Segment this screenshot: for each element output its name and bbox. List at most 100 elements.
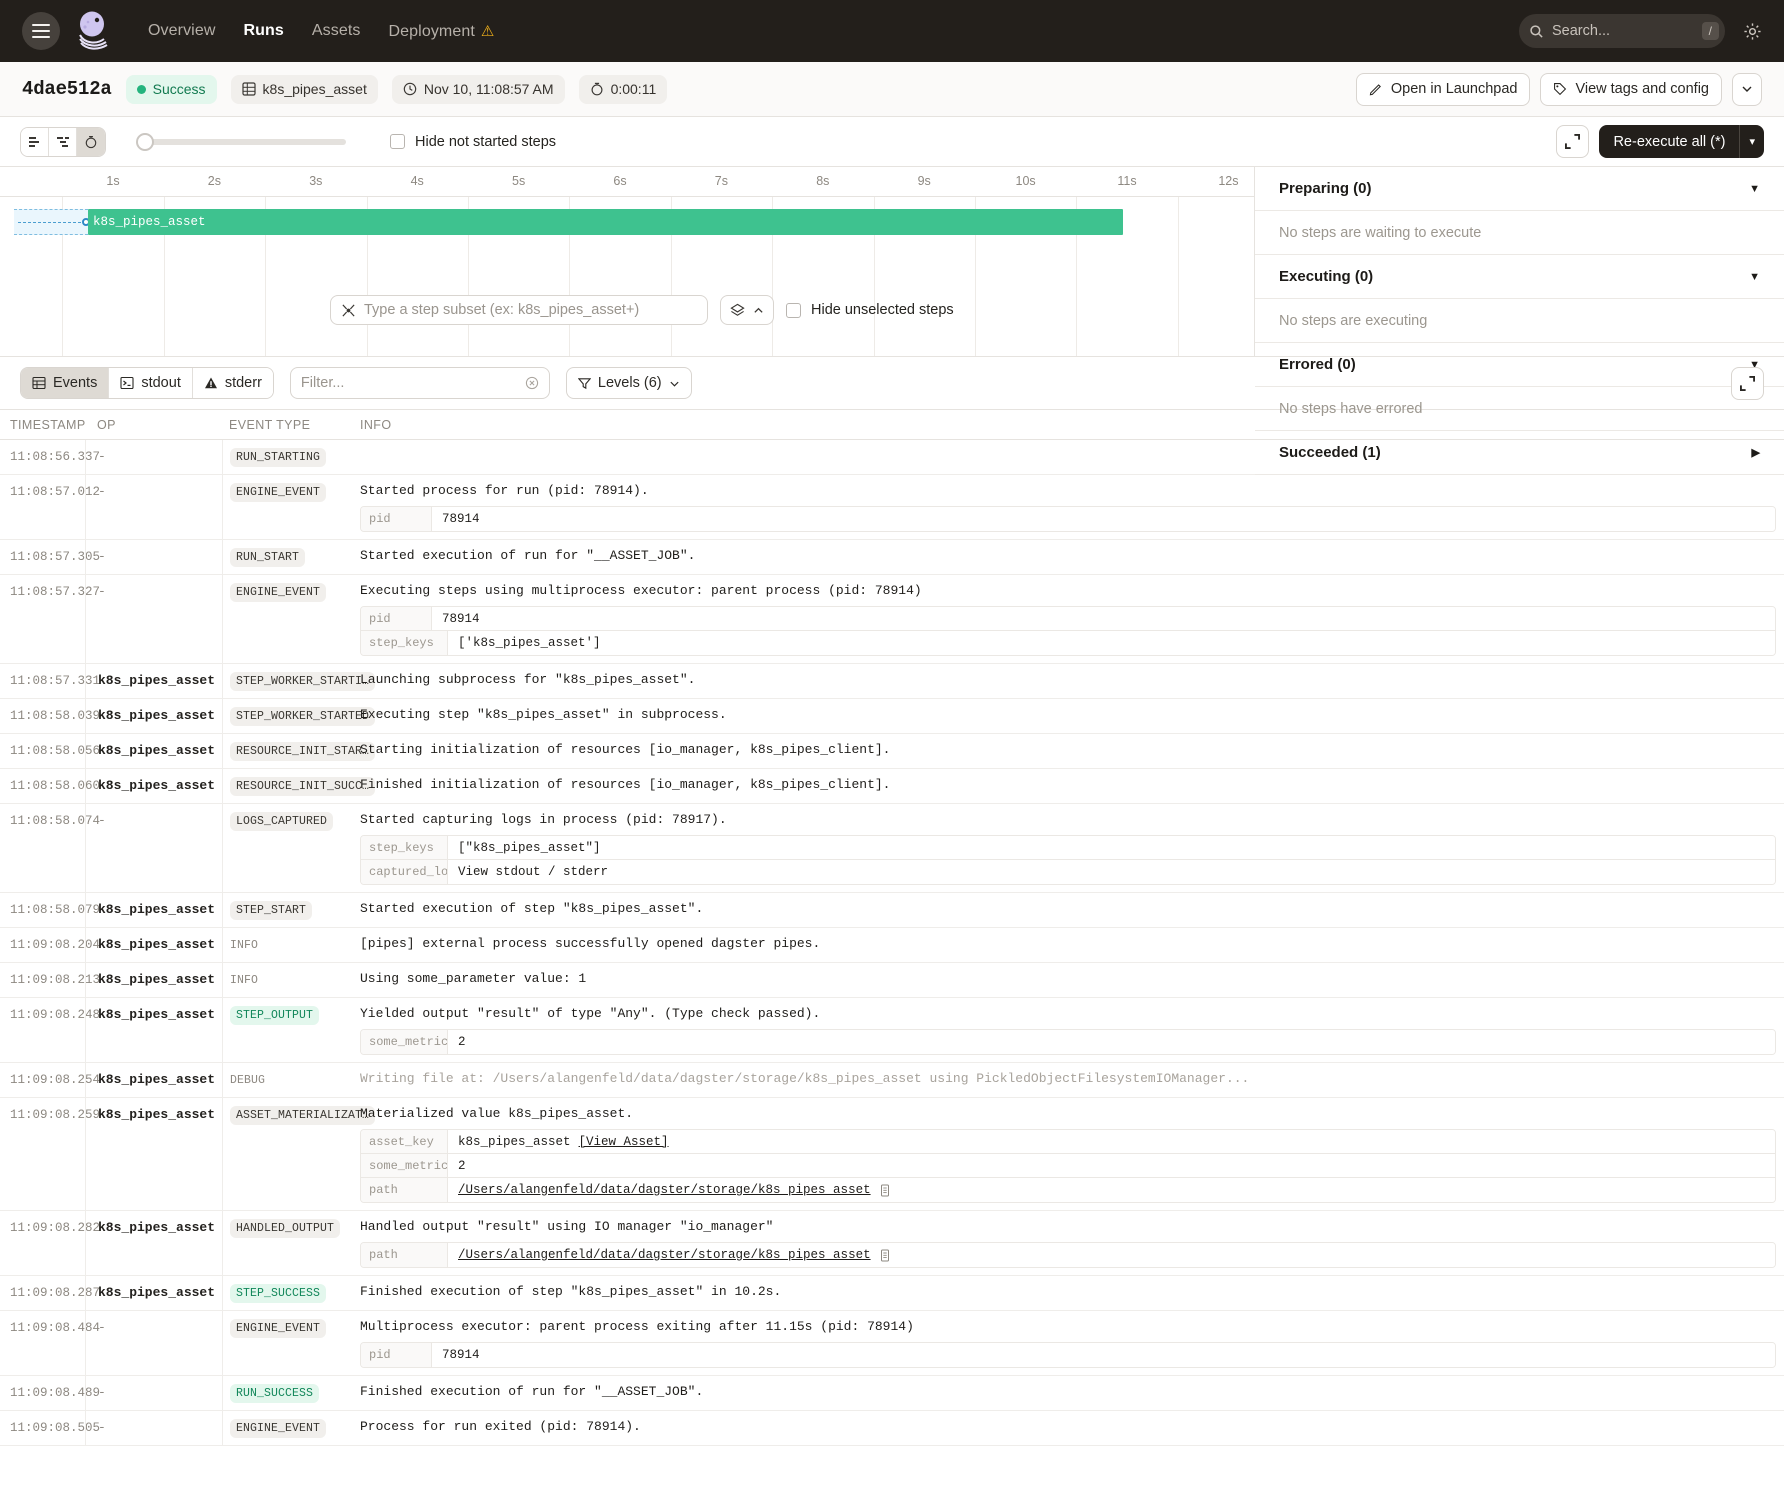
log-table-row[interactable]: 11:08:58.039 k8s_pipes_asset STEP_WORKER_S… [0, 699, 1784, 734]
log-row-info-text: Finished execution of step "k8s_pipes_as… [360, 1284, 782, 1299]
log-row-op: k8s_pipes_asset [98, 1220, 216, 1235]
levels-dropdown[interactable]: Levels (6) [565, 367, 692, 399]
status-section-header[interactable]: Preparing (0) ▼ [1255, 167, 1784, 211]
nav-link-runs[interactable]: Runs [243, 22, 284, 39]
nav-link-deployment[interactable]: Deployment ⚠ [389, 22, 495, 41]
clear-circle-icon[interactable] [525, 376, 539, 390]
log-table-row[interactable]: 11:09:08.248 k8s_pipes_asset STEP_OUTPUT Yi… [0, 998, 1784, 1063]
log-table-row[interactable]: 11:09:08.505- ENGINE_EVENT Process for run… [0, 1411, 1784, 1446]
duration-chip-label: 0:00:11 [610, 81, 657, 97]
log-table-row[interactable]: 11:09:08.213 k8s_pipes_asset INFO Using som… [0, 963, 1784, 998]
log-row-event-type-badge: STEP_SUCCESS [230, 1284, 327, 1303]
hamburger-menu-icon[interactable] [22, 12, 60, 50]
log-filter-input[interactable]: Filter... [289, 367, 550, 399]
status-badge-label: Success [152, 81, 206, 97]
status-badge[interactable]: Success [125, 74, 217, 104]
log-row-info-text: Executing steps using multiprocess execu… [360, 583, 922, 598]
copy-icon[interactable] [879, 1184, 891, 1197]
top-navigation-bar: Overview Runs Assets Deployment ⚠ Search.… [0, 0, 1784, 62]
hide-not-started-steps-checkbox[interactable]: Hide not started steps [390, 134, 556, 150]
gantt-chart[interactable]: 1s 2s 3s 4s 5s 6s 7s 8s 9s 10s 11s 12s k8s_pipes_as… [0, 167, 1255, 356]
log-table-row[interactable]: 11:08:58.060 k8s_pipes_asset RESOURCE_INIT… [0, 769, 1784, 804]
log-table-row[interactable]: 11:09:08.282 k8s_pipes_asset HANDLED_OUTPU… [0, 1211, 1784, 1276]
log-row-info-text: Materialized value k8s_pipes_asset. [360, 1106, 634, 1121]
layer-options-button[interactable] [720, 295, 774, 325]
metadata-row: asset_key k8s_pipes_asset [View Asset] [361, 1130, 1775, 1154]
hide-unselected-steps-box[interactable] [786, 302, 801, 318]
nav-link-assets[interactable]: Assets [311, 22, 361, 39]
status-section-header[interactable]: Errored (0) ▼ [1255, 343, 1784, 387]
log-table-row[interactable]: 11:09:08.287 k8s_pipes_asset STEP_SUCCESS F… [0, 1276, 1784, 1311]
status-section-header[interactable]: Executing (0) ▼ [1255, 255, 1784, 299]
step-subset-input[interactable]: Type a step subset (ex: k8s_pipes_asset+… [330, 295, 708, 325]
nav-right-group: Search... / [1519, 14, 1762, 48]
duration-chip[interactable]: 0:00:11 [578, 74, 668, 104]
settings-gear-icon[interactable] [1743, 22, 1762, 41]
metadata-path-link[interactable]: /Users/alangenfeld/data/dagster/storage/… [458, 1183, 871, 1197]
flat-list-icon[interactable] [21, 127, 49, 156]
caret-down-icon[interactable]: ▼ [1749, 358, 1760, 371]
log-row-timestamp: 11:08:58.039 [10, 709, 101, 723]
gantt-gridline [467, 197, 469, 356]
status-section-title: Errored (0) [1279, 356, 1356, 373]
log-row-metadata-table: pid 78914 [360, 1342, 1776, 1368]
dagster-logo-icon[interactable] [70, 10, 116, 52]
timestamp-chip[interactable]: Nov 10, 11:08:57 AM [391, 74, 565, 104]
tab-stderr[interactable]: stderr [192, 368, 273, 398]
log-table-row[interactable]: 11:08:57.331 k8s_pipes_asset STEP_WORKER_S… [0, 664, 1784, 699]
log-table-row[interactable]: 11:09:08.484- ENGINE_EVENT Multiprocess ex… [0, 1311, 1784, 1376]
log-table-row[interactable]: 11:08:58.079 k8s_pipes_asset STEP_START Sta… [0, 893, 1784, 928]
log-row-timestamp: 11:09:08.287 [10, 1286, 101, 1300]
more-actions-button[interactable] [1732, 72, 1762, 106]
status-section-header[interactable]: Succeeded (1) ▶ [1255, 431, 1784, 475]
asset-chip-label: k8s_pipes_asset [262, 81, 367, 97]
metadata-path-link[interactable]: /Users/alangenfeld/data/dagster/storage/… [458, 1248, 871, 1262]
tab-events[interactable]: Events [21, 368, 110, 398]
log-row-metadata-table: some_metric 2 [360, 1029, 1776, 1055]
metadata-value: ["k8s_pipes_asset"] [447, 836, 1775, 859]
hide-unselected-steps-checkbox[interactable]: Hide unselected steps [786, 302, 954, 318]
zoom-slider[interactable] [136, 132, 346, 152]
log-table-row[interactable]: 11:08:58.074- LOGS_CAPTURED Started captur… [0, 804, 1784, 893]
gantt-plot-area[interactable]: k8s_pipes_asset [0, 197, 1254, 356]
hierarchy-icon[interactable] [49, 127, 77, 156]
step-subset-placeholder: Type a step subset (ex: k8s_pipes_asset+… [364, 302, 640, 318]
nav-link-overview[interactable]: Overview [148, 22, 216, 39]
tab-stderr-label: stderr [224, 375, 262, 391]
metadata-value: /Users/alangenfeld/data/dagster/storage/… [447, 1178, 1775, 1202]
log-row-timestamp: 11:08:58.074 [10, 814, 101, 828]
view-asset-link[interactable]: [View Asset] [578, 1134, 669, 1149]
open-in-launchpad-button[interactable]: Open in Launchpad [1355, 72, 1531, 106]
asset-chip[interactable]: k8s_pipes_asset [230, 74, 378, 104]
timing-icon[interactable] [77, 127, 105, 156]
run-id: 4dae512a [22, 78, 112, 100]
re-execute-all-button[interactable]: Re-execute all (*) ▾ [1599, 125, 1764, 158]
re-execute-caret-icon[interactable]: ▾ [1749, 136, 1755, 148]
expand-logs-icon[interactable] [1731, 366, 1764, 400]
log-table-row[interactable]: 11:08:58.056 k8s_pipes_asset RESOURCE_INIT… [0, 734, 1784, 769]
caret-down-icon[interactable]: ▼ [1749, 182, 1760, 195]
log-table-row[interactable]: 11:08:57.327- ENGINE_EVENT Executing steps… [0, 575, 1784, 664]
zoom-slider-knob[interactable] [136, 132, 154, 151]
log-table-row[interactable]: 11:09:08.254 k8s_pipes_asset DEBUG Writing … [0, 1063, 1784, 1098]
metadata-row: some_metric 2 [361, 1154, 1775, 1178]
log-table-row[interactable]: 11:09:08.489- RUN_SUCCESS Finished executi… [0, 1376, 1784, 1411]
caret-right-icon[interactable]: ▶ [1751, 447, 1760, 459]
log-table-row[interactable]: 11:09:08.259 k8s_pipes_asset ASSET_MATERIA… [0, 1098, 1784, 1211]
caret-down-icon[interactable]: ▼ [1749, 270, 1760, 283]
log-table-row[interactable]: 11:09:08.204 k8s_pipes_asset INFO [pipes] e… [0, 928, 1784, 963]
global-search-input[interactable]: Search... / [1519, 14, 1725, 48]
log-table-row[interactable]: 11:08:57.305- RUN_START Started execution … [0, 540, 1784, 575]
log-table-row[interactable]: 11:08:56.337- RUN_STARTING [0, 440, 1784, 475]
view-tags-and-config-button[interactable]: View tags and config [1540, 72, 1722, 106]
metadata-value-text: 2 [458, 1035, 466, 1049]
expand-gantt-icon[interactable] [1556, 125, 1590, 158]
tab-stdout[interactable]: stdout [109, 368, 193, 398]
copy-icon[interactable] [879, 1249, 891, 1262]
log-row-event-type-badge: INFO [230, 974, 259, 987]
log-table-row[interactable]: 11:08:57.012- ENGINE_EVENT Started process… [0, 475, 1784, 540]
gantt-gridline [366, 197, 368, 356]
log-row-info-text: Started process for run (pid: 78914). [360, 483, 649, 498]
gantt-bar-k8s-pipes-asset[interactable]: k8s_pipes_asset [88, 209, 1123, 235]
hide-not-started-steps-box[interactable] [390, 134, 405, 149]
